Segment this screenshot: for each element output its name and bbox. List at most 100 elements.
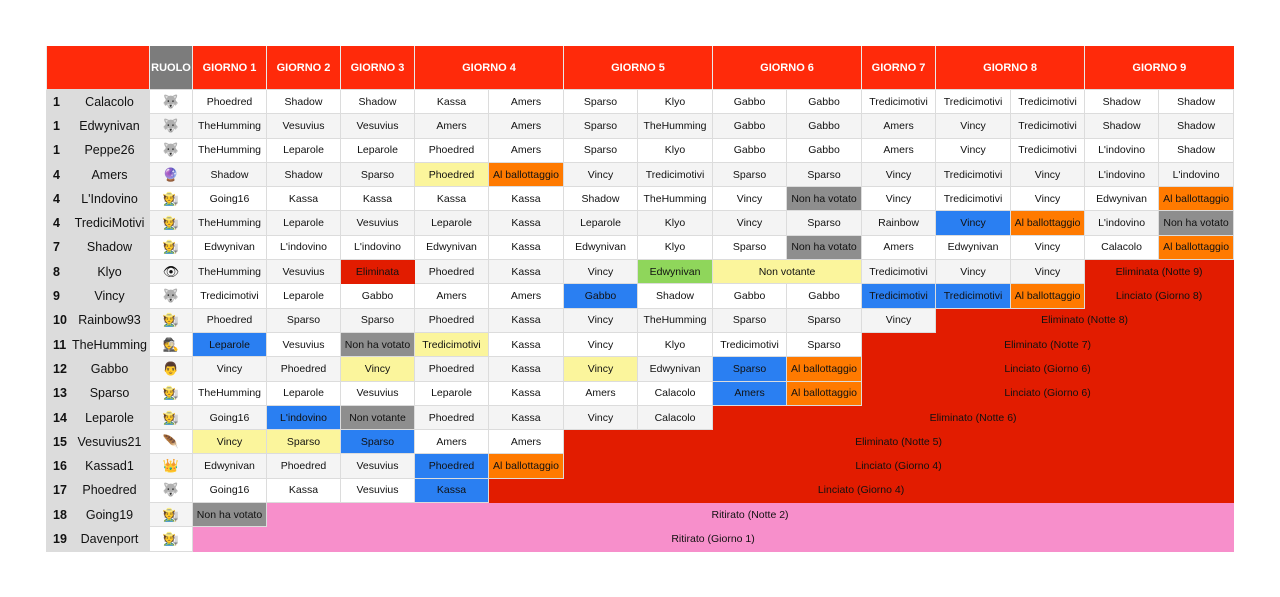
vote-cell: Linciato (Giorno 4) xyxy=(563,453,1235,479)
player-name: Rainbow93 xyxy=(69,307,150,333)
player-rank: 9 xyxy=(46,283,70,309)
header-day-2: GIORNO 2 xyxy=(266,46,341,90)
vote-cell: Leparole xyxy=(266,380,341,406)
vote-cell: Phoedred xyxy=(414,307,489,333)
vote-table-container: RUOLO GIORNO 1 GIORNO 2 GIORNO 3 GIORNO 4 GI… xyxy=(46,46,1235,552)
vote-cell: Gabbo xyxy=(340,283,415,309)
vote-cell: Kassa xyxy=(340,186,415,212)
vote-cell: Edwynivan xyxy=(935,234,1012,261)
vote-cell: Going16 xyxy=(192,404,267,431)
vote-cell: Amers xyxy=(487,283,565,309)
farmer-icon: 🧑‍🌾 xyxy=(149,186,193,212)
vote-cell: Linciato (Giorno 6) xyxy=(861,356,1235,382)
table-row: 16 Kassad1 👑 Edwynivan Phoedred Vesuvius Phoed… xyxy=(46,453,1235,479)
header-day-5: GIORNO 5 xyxy=(563,46,713,90)
vote-cell: L'indovino xyxy=(266,234,341,261)
vote-cell: Gabbo xyxy=(786,137,863,163)
vote-cell: Sparso xyxy=(712,356,788,382)
vote-cell: Sparso xyxy=(563,137,639,163)
vote-cell: Shadow xyxy=(266,161,341,188)
vote-cell: Vesuvius xyxy=(266,113,341,139)
farmer-icon: 🧑‍🌾 xyxy=(149,526,193,552)
vote-cell: Eliminato (Notte 8) xyxy=(935,307,1235,333)
vote-cell: Al ballottaggio xyxy=(487,161,565,188)
vote-cell: Gabbo xyxy=(712,283,788,309)
vote-cell: Eliminata (Notte 9) xyxy=(1084,259,1235,285)
vote-cell: Phoedred xyxy=(192,88,267,115)
header-day-6: GIORNO 6 xyxy=(712,46,862,90)
table-row: 11 TheHumming 🕵 Leparole Vesuvius Non ha vota… xyxy=(46,331,1235,358)
vote-cell: Kassa xyxy=(414,186,489,212)
vote-cell: Shadow xyxy=(1084,88,1160,115)
player-rank: 18 xyxy=(46,502,70,528)
vote-cell: Vincy xyxy=(712,186,788,212)
vote-cell: Vesuvius xyxy=(340,380,415,406)
vote-cell: Kassa xyxy=(487,404,565,431)
vote-cell: Vincy xyxy=(935,259,1012,285)
vote-cell: Vincy xyxy=(1010,234,1086,261)
vote-cell: Ritirato (Notte 2) xyxy=(265,502,1235,528)
vote-cell: TheHumming xyxy=(637,186,714,212)
player-rank: 4 xyxy=(46,161,70,188)
vote-cell: Shadow xyxy=(340,88,415,115)
vote-cell: Amers xyxy=(487,113,565,139)
vote-cell: Amers xyxy=(487,137,565,163)
vote-cell: Non votante xyxy=(340,404,415,431)
vote-cell: Eliminata xyxy=(340,259,415,285)
table-row: 4 TrediciMotivi 🧑‍🌾 TheHumming Leparole Vesuv… xyxy=(46,210,1235,236)
vote-cell: Vincy xyxy=(192,429,267,455)
vote-cell: Tredicimotivi xyxy=(414,331,489,358)
wolf-icon: 🐺 xyxy=(149,477,193,504)
player-name: Calacolo xyxy=(69,88,150,115)
table-row: 12 Gabbo 👨 Vincy Phoedred Vincy Phoedred Kassa V… xyxy=(46,356,1235,382)
vote-cell: Edwynivan xyxy=(563,234,639,261)
vote-cell: Tredicimotivi xyxy=(1010,113,1086,139)
vote-cell: Sparso xyxy=(712,234,788,261)
vote-cell: TheHumming xyxy=(637,307,714,333)
player-rank: 17 xyxy=(46,477,70,504)
vote-cell: Linciato (Giorno 4) xyxy=(487,477,1235,504)
vote-cell: Tredicimotivi xyxy=(935,283,1012,309)
wolf-icon: 🐺 xyxy=(149,88,193,115)
vote-cell: Tredicimotivi xyxy=(935,161,1012,188)
vote-cell: Amers xyxy=(861,234,937,261)
vote-cell: Non ha votato xyxy=(786,234,863,261)
player-rank: 15 xyxy=(46,429,70,455)
vote-cell: Tredicimotivi xyxy=(935,186,1012,212)
table-row: 4 Amers 🔮 Shadow Shadow Sparso Phoedred Al ball… xyxy=(46,161,1235,188)
vote-cell: Shadow xyxy=(563,186,639,212)
vote-cell: Linciato (Giorno 6) xyxy=(861,380,1235,406)
vote-table: RUOLO GIORNO 1 GIORNO 2 GIORNO 3 GIORNO 4 GI… xyxy=(46,46,1235,552)
player-name: Vincy xyxy=(69,283,150,309)
vote-cell: Gabbo xyxy=(786,283,863,309)
vote-cell: Leparole xyxy=(266,137,341,163)
vote-cell: Shadow xyxy=(1158,137,1235,163)
vote-cell: Vincy xyxy=(861,307,937,333)
vote-cell: Amers xyxy=(712,380,788,406)
vote-cell: Gabbo xyxy=(712,113,788,139)
vote-cell: Sparso xyxy=(340,161,415,188)
vote-cell: Vesuvius xyxy=(266,259,341,285)
vote-cell: Gabbo xyxy=(563,283,639,309)
table-row: 9 Vincy 🐺 Tredicimotivi Leparole Gabbo Amers Am… xyxy=(46,283,1235,309)
player-name: Shadow xyxy=(69,234,150,261)
vote-cell: Sparso xyxy=(340,429,415,455)
vote-cell: Eliminato (Notte 7) xyxy=(861,331,1235,358)
table-row: 15 Vesuvius21 🪶 Vincy Sparso Sparso Amers Amers… xyxy=(46,429,1235,455)
vote-cell: Phoedred xyxy=(414,137,489,163)
vote-cell: Amers xyxy=(487,88,565,115)
player-name: Davenport xyxy=(69,526,150,552)
vote-cell: L'indovino xyxy=(1158,161,1235,188)
vote-cell: Shadow xyxy=(266,88,341,115)
table-row: 10 Rainbow93 🧑‍🌾 Phoedred Sparso Sparso Phoedr… xyxy=(46,307,1235,333)
vote-cell: Tredicimotivi xyxy=(861,88,937,115)
vote-cell: Leparole xyxy=(266,210,341,236)
vote-cell: Vincy xyxy=(935,137,1012,163)
vote-cell: Tredicimotivi xyxy=(861,283,937,309)
vote-cell: Leparole xyxy=(414,210,489,236)
farmer-icon: 🧑‍🌾 xyxy=(149,234,193,261)
player-rank: 1 xyxy=(46,113,70,139)
vote-cell: Shadow xyxy=(1158,113,1235,139)
vote-cell: Linciato (Giorno 8) xyxy=(1084,283,1235,309)
vote-cell: Edwynivan xyxy=(1084,186,1160,212)
